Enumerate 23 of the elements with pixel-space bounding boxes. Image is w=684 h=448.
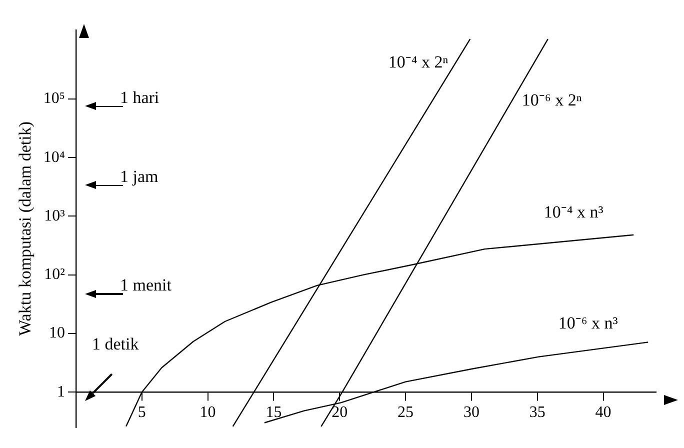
x-tick-label: 10 bbox=[200, 404, 216, 421]
x-tick-label: 30 bbox=[463, 404, 480, 421]
y-tick-label: 10⁵ bbox=[43, 90, 65, 108]
y-axis-title: Waktu komputasi (dalam detik) bbox=[16, 122, 35, 336]
annotation: 1 hari bbox=[120, 88, 160, 107]
series-label: 10⁻⁴ x 2ⁿ bbox=[388, 52, 449, 72]
x-tick-label: 25 bbox=[398, 404, 414, 421]
y-tick-label: 10³ bbox=[44, 207, 66, 224]
series-label: 10⁻⁶ x 2ⁿ bbox=[522, 90, 582, 110]
x-tick-label: 15 bbox=[266, 404, 282, 421]
x-tick-label: 20 bbox=[332, 404, 348, 421]
x-tick-label: 5 bbox=[138, 404, 146, 421]
y-tick-label: 10 bbox=[48, 324, 65, 342]
annotation: 1 jam bbox=[120, 166, 158, 186]
x-tick-label: 35 bbox=[529, 404, 546, 421]
series-label: 10⁻⁴ x n³ bbox=[544, 202, 604, 222]
y-tick-label: 10⁴ bbox=[43, 148, 66, 166]
annotation: 1 menit bbox=[120, 275, 172, 294]
annotation: 1 detik bbox=[92, 334, 140, 354]
y-tick-label: 1 bbox=[56, 383, 65, 400]
y-tick-label: 10² bbox=[44, 266, 66, 284]
series-label: 10⁻⁶ x n³ bbox=[558, 314, 618, 333]
x-tick-label: 40 bbox=[595, 404, 612, 421]
